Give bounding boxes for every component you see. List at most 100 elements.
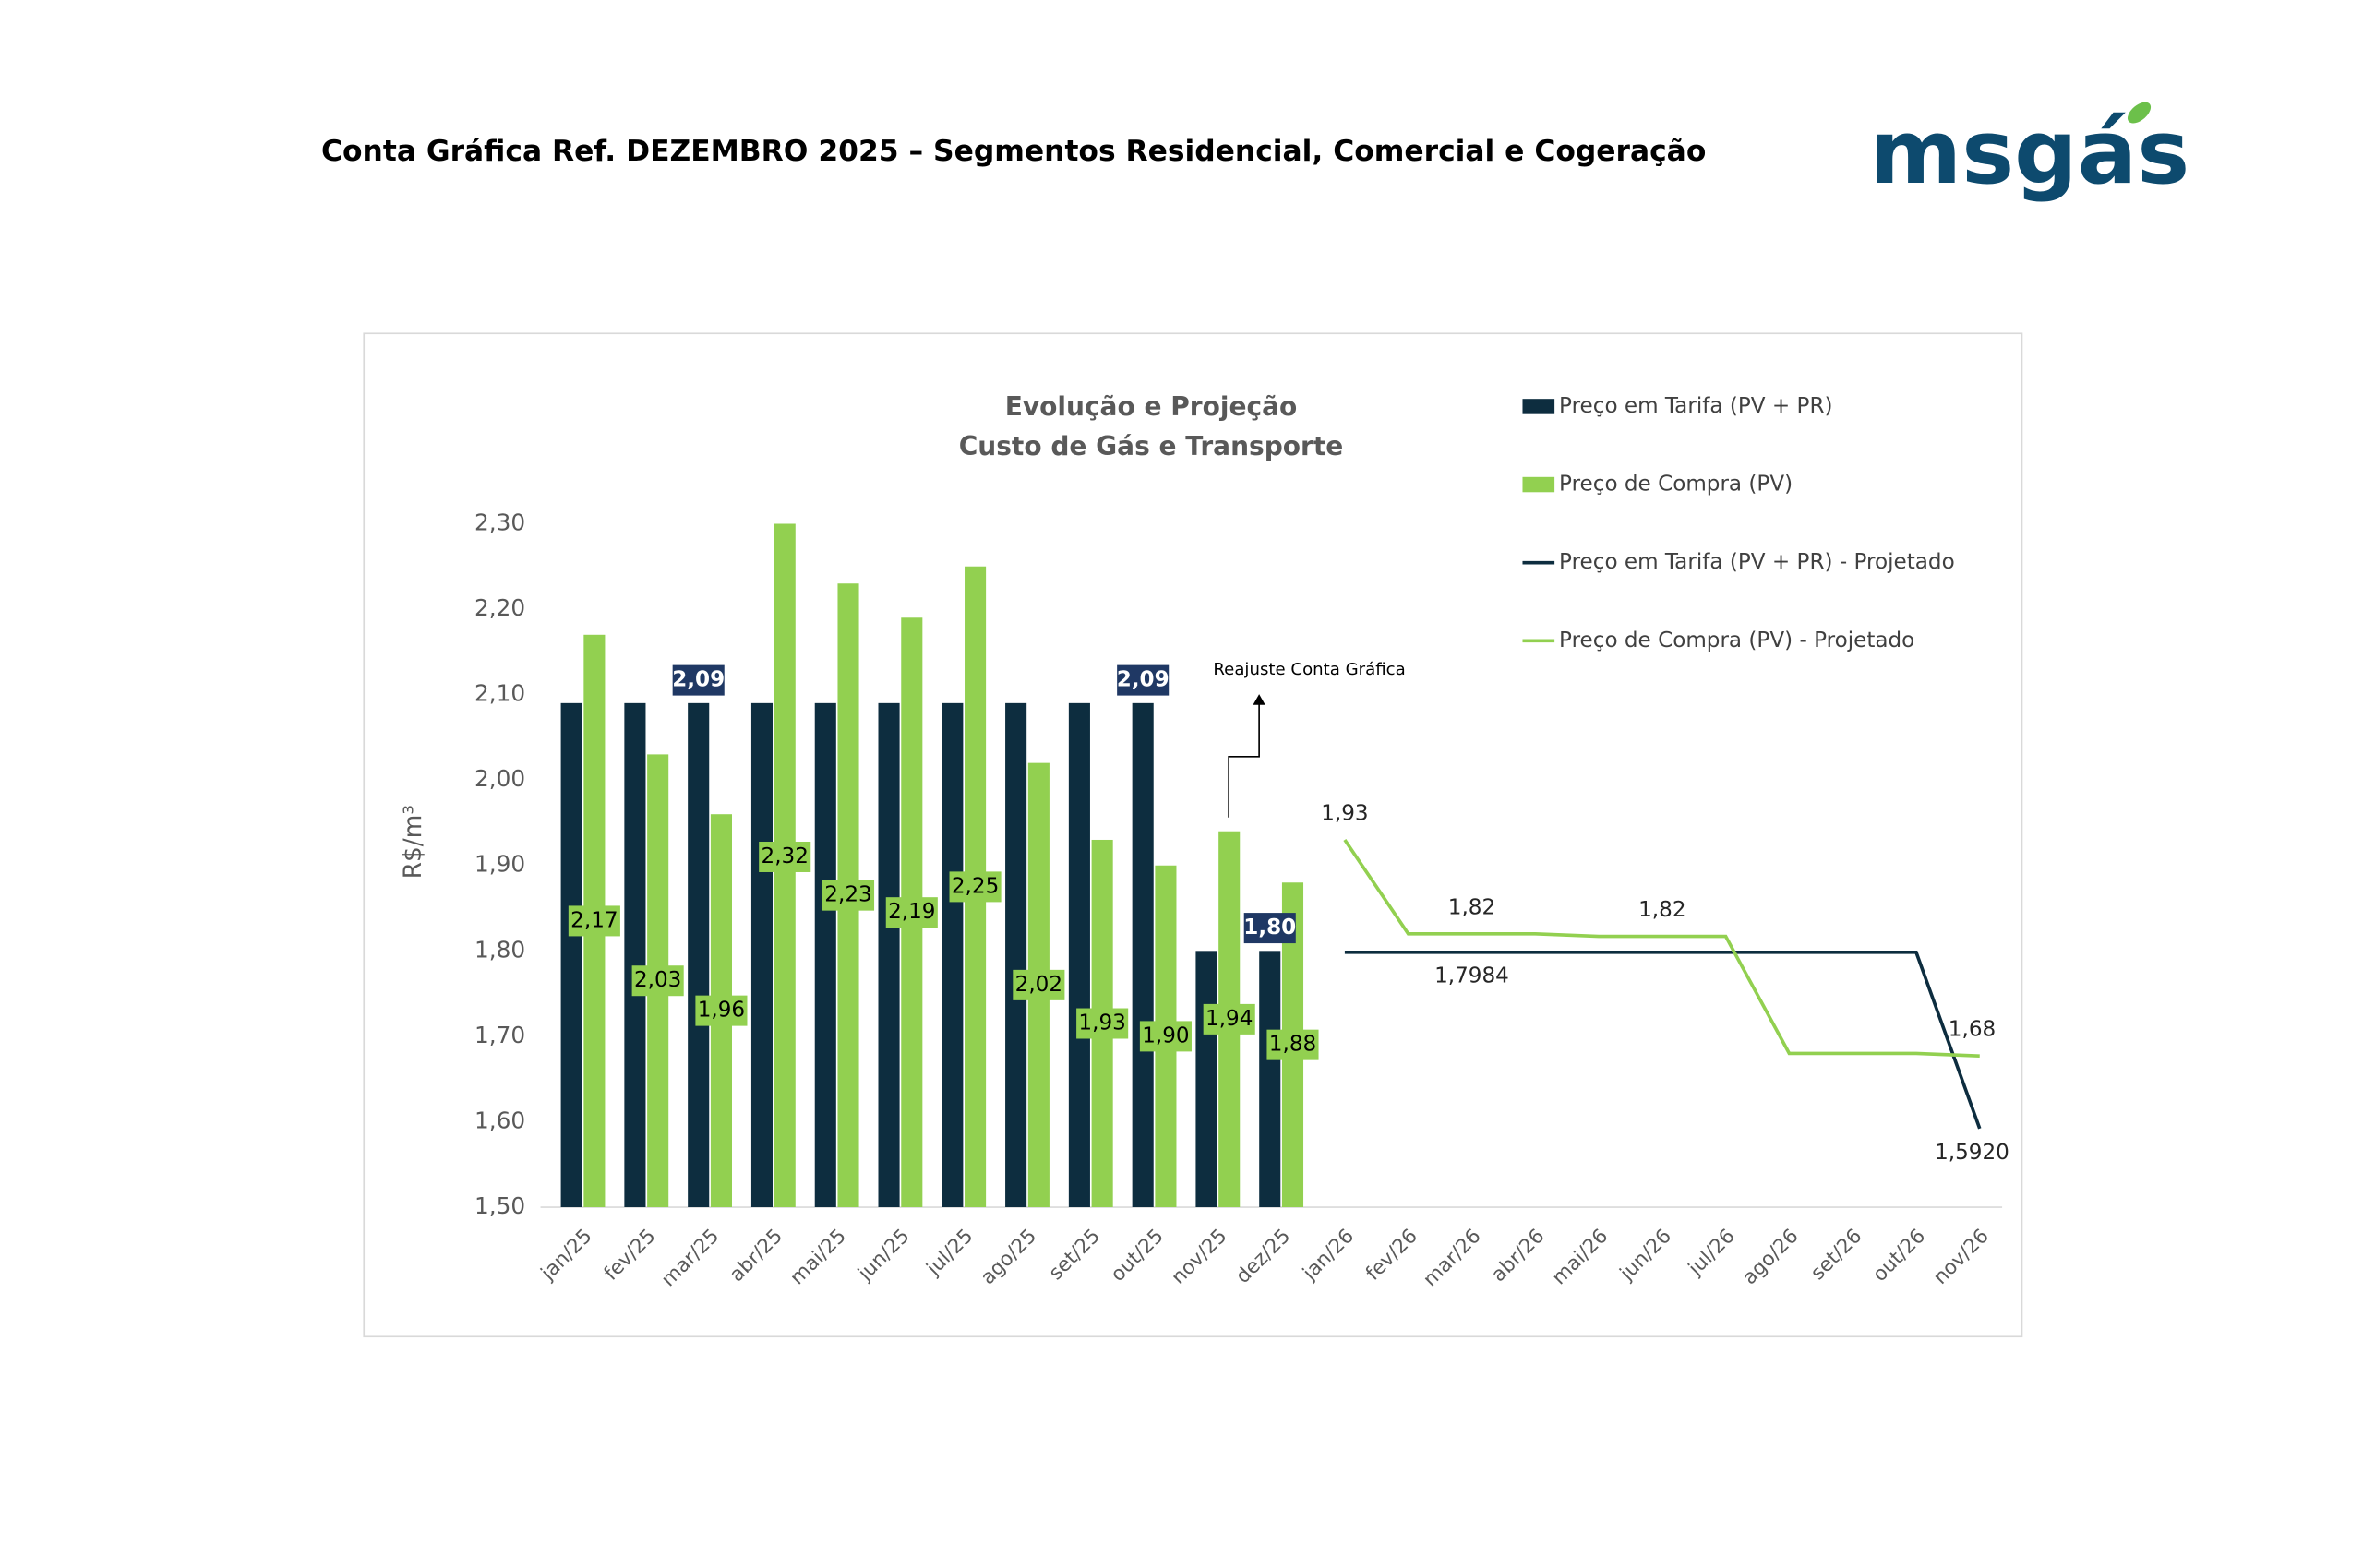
x-tick-label: mai/26 bbox=[1548, 1225, 1613, 1289]
value-label-box bbox=[1266, 1029, 1319, 1060]
value-label: 1,93 bbox=[1078, 1011, 1125, 1035]
x-tick-label: nov/25 bbox=[1167, 1225, 1231, 1289]
value-label: 2,19 bbox=[888, 900, 935, 924]
x-tick-label: set/25 bbox=[1045, 1225, 1105, 1285]
value-label-box bbox=[885, 897, 938, 928]
annotation-arrowhead bbox=[1253, 694, 1265, 705]
y-tick-label: 1,80 bbox=[474, 936, 525, 963]
value-label: 2,09 bbox=[1117, 668, 1170, 692]
x-tick-label: jul/26 bbox=[1684, 1225, 1740, 1281]
y-tick-label: 2,00 bbox=[474, 765, 525, 792]
y-axis-title: R$/m³ bbox=[400, 805, 427, 879]
bar bbox=[1259, 951, 1281, 1208]
y-tick-label: 1,90 bbox=[474, 851, 525, 878]
x-tick-label: fev/26 bbox=[1361, 1225, 1422, 1286]
value-label: 1,88 bbox=[1269, 1033, 1316, 1057]
logo-leaf bbox=[2127, 102, 2152, 124]
bar bbox=[878, 702, 900, 1208]
legend-label: Preço em Tarifa (PV + PR) bbox=[1559, 394, 1832, 418]
y-tick-label: 2,30 bbox=[474, 509, 525, 535]
page-title: Conta Gráfica Ref. DEZEMBRO 2025 – Segme… bbox=[321, 135, 1706, 168]
value-label-box bbox=[568, 905, 620, 937]
bar bbox=[624, 702, 646, 1208]
line bbox=[1343, 838, 1980, 1059]
chart-frame bbox=[363, 332, 2023, 1338]
x-tick-label: mai/25 bbox=[786, 1225, 850, 1289]
chart-subtitle: Custo de Gás e Transporte bbox=[959, 431, 1344, 461]
bar bbox=[560, 702, 582, 1208]
value-label-box bbox=[1243, 913, 1296, 944]
x-tick-label: out/25 bbox=[1107, 1225, 1169, 1287]
line bbox=[1344, 950, 1982, 1130]
x-tick-label: abr/26 bbox=[1487, 1225, 1549, 1287]
y-tick-label: 2,20 bbox=[474, 594, 525, 621]
value-label-box bbox=[695, 995, 748, 1026]
x-tick-label: set/26 bbox=[1806, 1225, 1866, 1285]
x-tick-label: mar/25 bbox=[657, 1225, 724, 1291]
bar bbox=[750, 702, 774, 1208]
value-label: 2,03 bbox=[634, 968, 681, 992]
legend-swatch bbox=[1522, 399, 1555, 414]
value-label: 2,23 bbox=[824, 883, 871, 907]
value-label: 1,5920 bbox=[1935, 1141, 2009, 1165]
bar bbox=[1132, 702, 1154, 1208]
x-tick-label: jun/26 bbox=[1615, 1225, 1676, 1286]
x-tick-label: nov/26 bbox=[1929, 1225, 1994, 1289]
x-tick-label: abr/25 bbox=[726, 1225, 787, 1287]
legend-label: Preço em Tarifa (PV + PR) - Projetado bbox=[1559, 550, 1955, 574]
y-tick-label: 1,50 bbox=[474, 1192, 525, 1219]
value-label: 1,82 bbox=[1638, 898, 1685, 922]
x-tick-label: jan/26 bbox=[1298, 1225, 1359, 1286]
value-label: 2,32 bbox=[762, 844, 809, 868]
bar bbox=[1195, 951, 1217, 1208]
legend-label: Preço de Compra (PV) bbox=[1559, 473, 1793, 497]
value-label: 1,94 bbox=[1205, 1007, 1253, 1031]
value-label: 1,93 bbox=[1321, 801, 1368, 825]
value-label: 2,25 bbox=[952, 874, 999, 898]
x-tick-label: ago/25 bbox=[977, 1225, 1041, 1289]
x-tick-label: mar/26 bbox=[1419, 1225, 1485, 1291]
value-label-box bbox=[1139, 1021, 1192, 1052]
value-label: 1,82 bbox=[1448, 895, 1495, 919]
x-tick-label: out/26 bbox=[1868, 1225, 1930, 1287]
bar bbox=[814, 702, 836, 1208]
x-tick-label: jun/25 bbox=[853, 1225, 914, 1286]
x-tick-label: fev/25 bbox=[600, 1225, 661, 1286]
value-label: 1,7984 bbox=[1434, 964, 1509, 988]
value-label: 2,09 bbox=[672, 668, 725, 692]
y-tick-label: 1,60 bbox=[474, 1107, 525, 1133]
value-label-box bbox=[1117, 664, 1170, 696]
annotation-arrow bbox=[1228, 703, 1260, 818]
value-label: 1,96 bbox=[698, 999, 745, 1023]
chart-title: Evolução e Projeção bbox=[1005, 391, 1298, 422]
value-label: 1,68 bbox=[1949, 1018, 1996, 1042]
y-tick-label: 2,10 bbox=[474, 680, 525, 707]
value-label-box bbox=[672, 664, 725, 696]
bar bbox=[688, 702, 710, 1208]
bar bbox=[1068, 702, 1090, 1208]
value-label: 2,17 bbox=[570, 908, 618, 932]
value-label-box bbox=[949, 871, 1002, 903]
x-tick-label: ago/26 bbox=[1738, 1225, 1803, 1289]
value-label: 1,80 bbox=[1243, 916, 1296, 940]
legend-swatch bbox=[1522, 476, 1555, 493]
value-label: 1,90 bbox=[1142, 1023, 1189, 1047]
value-label-box bbox=[631, 965, 684, 997]
logo: msgás bbox=[1870, 101, 2190, 204]
value-label-box bbox=[1203, 1003, 1255, 1035]
plot-area bbox=[560, 523, 1304, 1208]
bar bbox=[942, 702, 964, 1208]
value-label: 2,02 bbox=[1015, 973, 1062, 997]
annotation: Reajuste Conta Gráfica bbox=[1213, 660, 1405, 679]
legend-label: Preço de Compra (PV) - Projetado bbox=[1559, 628, 1914, 652]
x-tick-label: jul/25 bbox=[921, 1225, 978, 1281]
value-label-box bbox=[822, 880, 875, 911]
x-tick-label: jan/25 bbox=[536, 1225, 597, 1286]
value-label-box bbox=[1013, 969, 1065, 1000]
bar bbox=[1005, 702, 1027, 1208]
value-label-box bbox=[1076, 1008, 1129, 1039]
value-label-box bbox=[759, 841, 811, 872]
